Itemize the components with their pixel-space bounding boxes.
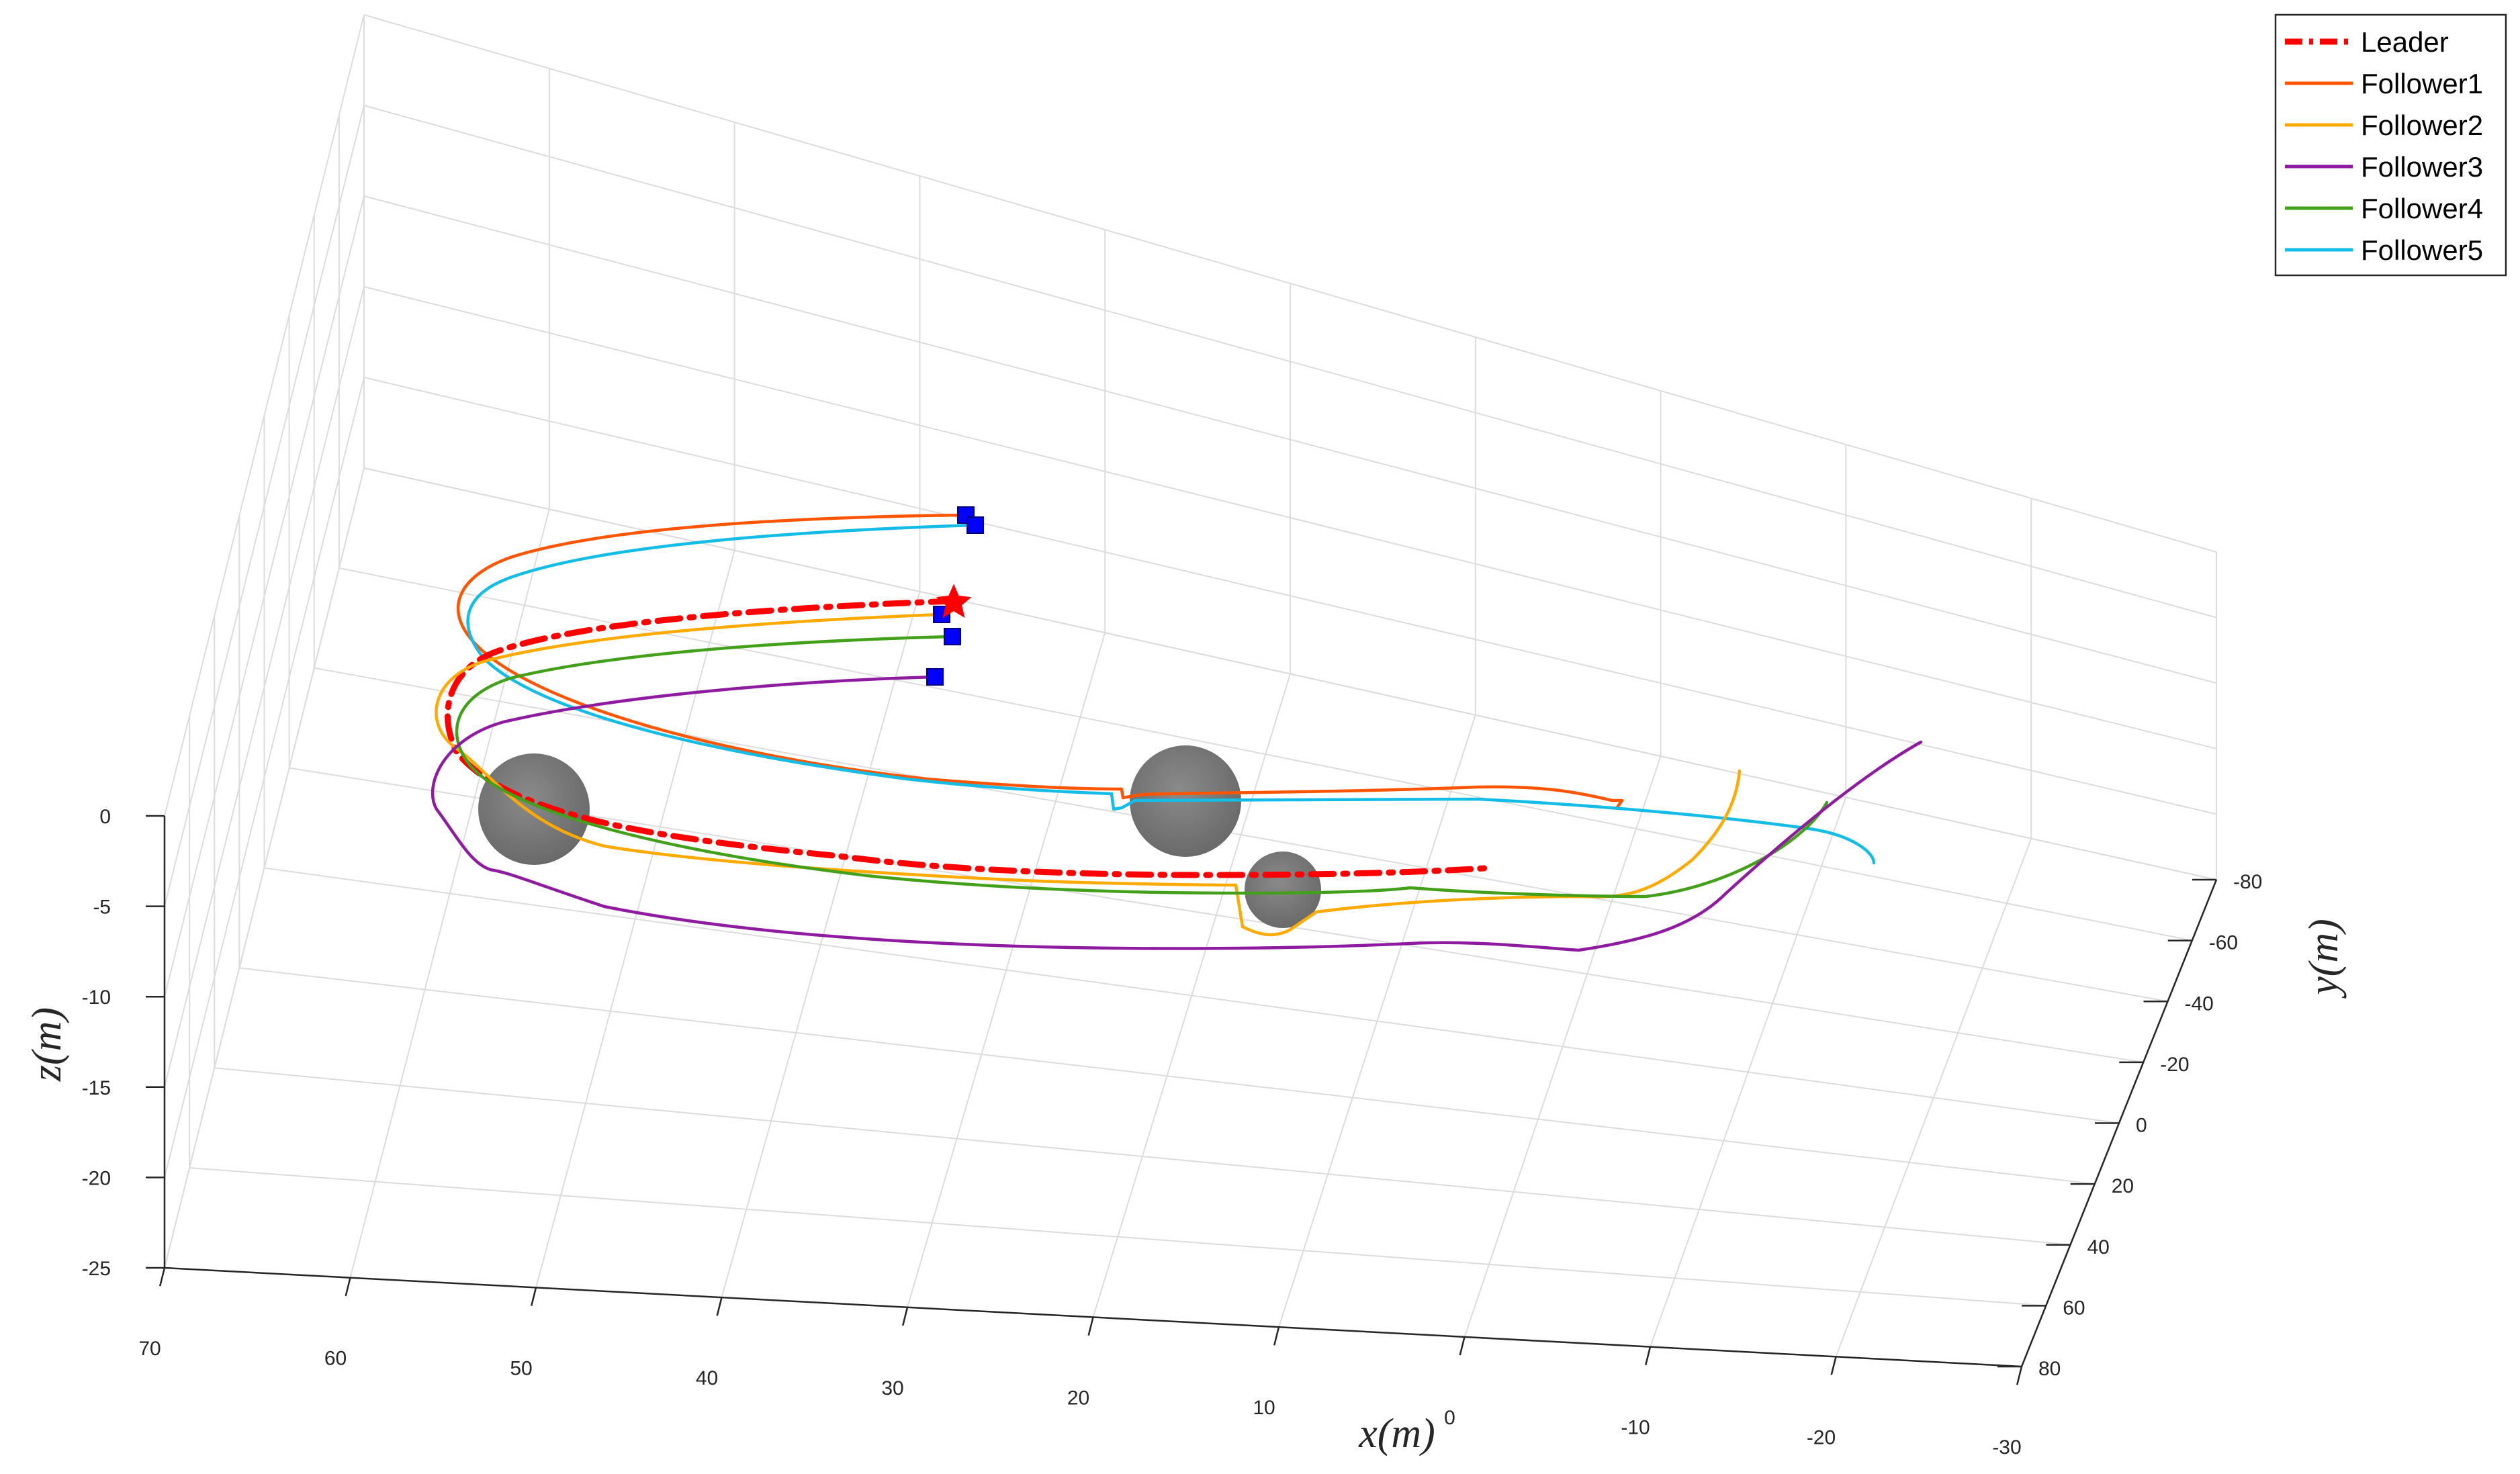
y-tick-label: -80 (2233, 871, 2262, 893)
floor-grid-line-y (289, 767, 2144, 1063)
side-wall-grid-line-z (164, 377, 365, 1178)
z-tick-label: -20 (82, 1167, 111, 1189)
follower3-end-marker (926, 668, 944, 686)
x-tick-mark (1273, 1326, 1280, 1346)
x-tick-label: 0 (1444, 1407, 1455, 1429)
side-wall-grid-line-z (164, 467, 365, 1269)
legend: Leader Follower1 Follower2 Follower3 Followe… (2274, 13, 2507, 277)
x-tick-mark (2016, 1366, 2023, 1385)
obstacle-3 (1245, 851, 1321, 928)
y-tick-label: 40 (2087, 1236, 2110, 1258)
x-tick-label: 10 (1253, 1397, 1275, 1419)
x-tick-label: 30 (881, 1377, 903, 1399)
legend-label-follower3: Follower3 (2361, 151, 2483, 183)
x-tick-mark (716, 1297, 723, 1316)
tick-labels: 70 60 50 40 30 20 10 0 -10 -20 -30 -80 -60 -40 -20 0 20 4… (82, 806, 2263, 1459)
back-wall-grid-line-z (363, 195, 2217, 684)
x-tick-mark (159, 1267, 166, 1287)
back-wall-grid-line-z (363, 14, 2217, 553)
floor-grid-line-y (339, 567, 2192, 941)
x-tick-label: 60 (324, 1348, 347, 1370)
series-line-follower5 (466, 523, 1876, 865)
side-wall-grid-line-z (164, 14, 365, 817)
z-tick-label: -5 (93, 896, 111, 919)
series-line-follower4 (455, 635, 1829, 899)
legend-label-follower1: Follower1 (2361, 68, 2483, 99)
floor-grid-line-y (314, 667, 2168, 1003)
x-tick-mark (1830, 1356, 1837, 1375)
x-tick-label: 70 (138, 1338, 161, 1360)
x-tick-label: -20 (1807, 1426, 1836, 1448)
back-wall-grid-line-z (363, 467, 2217, 880)
z-tick-label: -25 (82, 1258, 111, 1280)
floor-grid-line-y (214, 1067, 2071, 1246)
trajectories (431, 513, 1923, 952)
z-tick-label: -10 (82, 986, 111, 1009)
x-tick-mark (531, 1287, 537, 1306)
y-tick-label: -20 (2160, 1054, 2189, 1076)
x-tick-label: 20 (1067, 1387, 1089, 1410)
x-tick-label: -30 (1992, 1436, 2021, 1459)
side-wall-grid-line-z (164, 195, 365, 997)
y-tick-label: 60 (2063, 1297, 2085, 1319)
legend-label-follower4: Follower4 (2361, 193, 2483, 224)
follower4-end-marker (944, 628, 961, 645)
x-tick-label: 40 (696, 1367, 718, 1389)
x-tick-mark (1459, 1336, 1466, 1356)
grid-lines (164, 14, 2217, 1367)
x-tick-mark (1645, 1346, 1652, 1366)
axes (146, 815, 2218, 1385)
back-wall-grid-line-z (363, 105, 2217, 618)
x-tick-mark (902, 1307, 909, 1326)
x-axis-label: x(m) (1358, 1411, 1435, 1457)
z-tick-label: -15 (82, 1077, 111, 1099)
follower5-end-marker (966, 516, 984, 534)
x-tick-label: -10 (1621, 1417, 1650, 1439)
z-tick-label: 0 (99, 806, 111, 828)
legend-box (2274, 13, 2507, 277)
y-tick-label: 0 (2136, 1115, 2147, 1137)
series-line-follower3 (431, 675, 1923, 952)
y-tick-label: 20 (2112, 1175, 2134, 1197)
legend-label-leader: Leader (2361, 26, 2449, 58)
z-axis-label: z(m) (24, 1007, 70, 1082)
y-tick-label: 80 (2038, 1358, 2061, 1380)
x-tick-mark (345, 1277, 351, 1297)
leader-end-star-marker (936, 584, 972, 618)
series-line-follower1 (456, 513, 1624, 809)
side-wall-grid-line-z (164, 286, 365, 1088)
end-markers (926, 506, 984, 686)
y-tick-label: -40 (2185, 993, 2214, 1015)
floor-grid-line-y (264, 867, 2120, 1124)
x-tick-mark (1087, 1317, 1094, 1336)
back-wall-grid-line-z (363, 286, 2217, 749)
y-tick-label: -60 (2209, 932, 2238, 954)
y-axis-label: y(m) (2301, 919, 2347, 999)
floor-grid-line-y (239, 967, 2095, 1185)
legend-label-follower5: Follower5 (2361, 234, 2483, 266)
legend-label-follower2: Follower2 (2361, 109, 2483, 141)
series-line-leader (445, 598, 1488, 878)
x-tick-label: 50 (510, 1357, 532, 1379)
floor-grid-line-y (189, 1167, 2046, 1307)
obstacle-1 (478, 753, 590, 865)
side-wall-grid-line-z (164, 105, 365, 907)
back-wall-grid-line-z (363, 377, 2217, 815)
series-line-follower2 (435, 612, 1742, 937)
